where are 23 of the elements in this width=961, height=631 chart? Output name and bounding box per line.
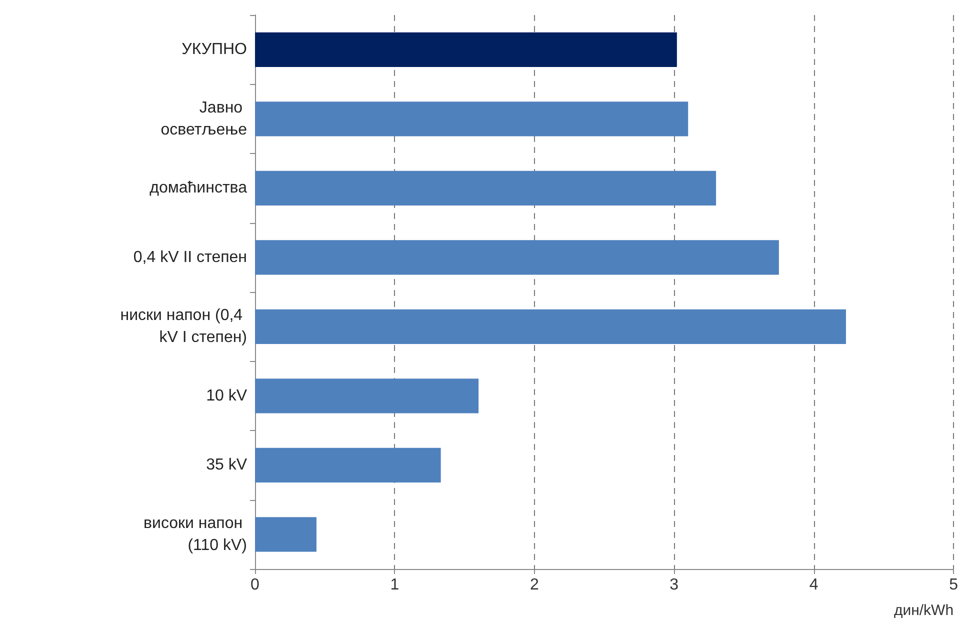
x-tick-label: 5 bbox=[949, 576, 958, 594]
y-tick-label: УКУПНО bbox=[182, 41, 247, 58]
y-tick-label: високи напон (110 kV) bbox=[144, 514, 247, 554]
x-tick-label: 0 bbox=[250, 576, 260, 594]
bar bbox=[255, 448, 441, 482]
y-tick-label: 35 kV bbox=[206, 456, 248, 474]
x-tick-label: 3 bbox=[670, 576, 679, 594]
y-tick-label: ниски напон (0,4 kV I степен) bbox=[120, 307, 247, 346]
x-tick-label: 1 bbox=[390, 576, 400, 594]
bar bbox=[255, 170, 716, 206]
y-tick-label: 10 kV bbox=[206, 387, 248, 404]
y-tick-label: домаћинства bbox=[150, 180, 248, 197]
bar bbox=[255, 32, 677, 67]
y-tick-label: Јавно осветљење bbox=[160, 99, 248, 138]
bar bbox=[255, 517, 316, 552]
x-tick-label: 2 bbox=[530, 576, 539, 594]
bar bbox=[255, 309, 846, 344]
y-tick-label: 0,4 kV II степен bbox=[133, 248, 247, 266]
bar bbox=[255, 102, 688, 136]
bar bbox=[255, 240, 779, 275]
bar bbox=[255, 378, 479, 414]
x-tick-label: 4 bbox=[809, 576, 818, 594]
x-axis-title: дин/kWh bbox=[894, 602, 954, 619]
